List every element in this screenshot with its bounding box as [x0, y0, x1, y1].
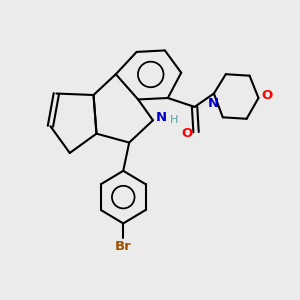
Text: N: N [208, 97, 219, 110]
Text: Br: Br [115, 240, 132, 253]
Text: O: O [182, 127, 193, 140]
Text: O: O [262, 89, 273, 102]
Text: H: H [169, 115, 178, 125]
Text: N: N [156, 111, 167, 124]
